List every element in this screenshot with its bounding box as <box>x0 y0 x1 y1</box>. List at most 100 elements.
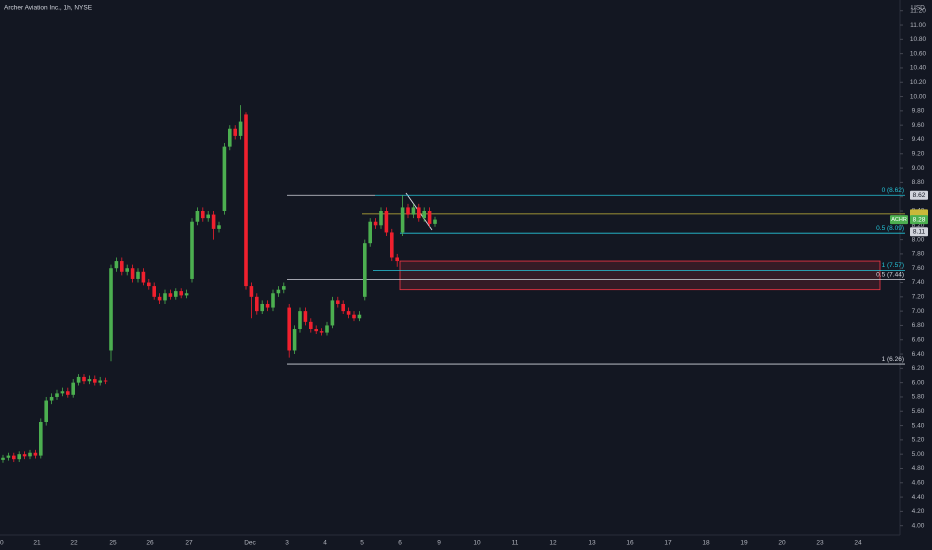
x-tick-label: 18 <box>702 540 710 547</box>
fib-label: 0.5 (8.09) <box>876 225 904 232</box>
candle-body <box>1 457 5 460</box>
candle-body <box>22 454 27 457</box>
price-label: 8.62 <box>913 192 926 199</box>
candle-body <box>44 400 48 422</box>
y-tick-label: 5.60 <box>912 408 925 415</box>
candle-body <box>28 452 32 457</box>
candle-body <box>357 314 362 319</box>
y-tick-label: 7.00 <box>912 308 925 315</box>
y-tick-label: 5.00 <box>912 451 925 458</box>
candle-body <box>217 225 221 229</box>
candle-body <box>395 257 399 262</box>
candle-body <box>384 210 389 233</box>
candle-body <box>249 286 254 297</box>
candle-body <box>49 396 54 401</box>
y-tick-label: 6.20 <box>912 365 925 372</box>
x-tick-label: 19 <box>740 540 748 547</box>
candle-body <box>341 303 345 312</box>
candle-body <box>276 289 281 294</box>
x-tick-label: 20 <box>778 540 786 547</box>
last-price: 8.28 <box>913 216 926 223</box>
x-tick-label: 9 <box>437 540 441 547</box>
x-tick-label: 6 <box>398 540 402 547</box>
x-tick-label: 3 <box>285 540 289 547</box>
x-tick-label: 4 <box>323 540 327 547</box>
candle-body <box>379 210 383 226</box>
candle-body <box>309 321 313 330</box>
candle-body <box>368 221 372 244</box>
y-tick-label: 9.80 <box>912 108 925 115</box>
candle-body <box>427 210 432 224</box>
candle-body <box>157 296 162 301</box>
candle-body <box>206 214 210 219</box>
y-tick-label: 7.40 <box>912 279 925 286</box>
candle-body <box>346 311 351 315</box>
y-tick-label: 6.40 <box>912 351 925 358</box>
candle-body <box>12 455 16 460</box>
zone <box>399 260 881 291</box>
x-tick-label: 10 <box>473 540 481 547</box>
symbol-label: ACHR <box>891 217 907 223</box>
y-tick-label: 6.60 <box>912 336 925 343</box>
candle-body <box>60 391 65 394</box>
y-tick-label: 6.80 <box>912 322 925 329</box>
y-tick-label: 6.00 <box>912 379 925 386</box>
candle-body <box>373 221 378 226</box>
x-tick-label: 21 <box>33 540 41 547</box>
fib-label: 1 (6.26) <box>882 356 904 363</box>
candle-body <box>184 293 189 296</box>
y-tick-label: 7.60 <box>912 265 925 272</box>
x-tick-label: 24 <box>854 540 862 547</box>
currency: USD <box>911 5 925 12</box>
candle-body <box>292 329 297 351</box>
y-tick-label: 4.60 <box>912 480 925 487</box>
price-label-box <box>910 190 928 200</box>
candle-body <box>17 454 21 460</box>
candle-body <box>330 300 335 326</box>
x-tick-label: 22 <box>70 540 78 547</box>
candle-body <box>233 128 237 136</box>
candle-body <box>125 268 129 272</box>
candle-body <box>120 261 124 272</box>
candle-body <box>152 286 156 297</box>
candle-body <box>103 380 108 382</box>
candle-body <box>6 455 11 458</box>
y-tick-label: 8.20 <box>912 222 925 229</box>
y-tick-label: 4.80 <box>912 465 925 472</box>
candle-body <box>314 329 318 332</box>
symbol-box <box>890 215 908 225</box>
candle-body <box>195 210 200 222</box>
y-tick-label: 10.80 <box>910 36 927 43</box>
x-tick-label: 20 <box>0 540 4 547</box>
y-tick-label: 9.60 <box>912 122 925 129</box>
candle-body <box>109 268 113 351</box>
y-tick-label: 10.60 <box>910 50 927 57</box>
candle-body <box>265 303 270 308</box>
candle-body <box>287 307 291 351</box>
fib-label: 1 (7.57) <box>882 262 904 269</box>
candle-body <box>211 214 216 229</box>
candle-body <box>114 261 119 269</box>
candle-body <box>417 207 421 219</box>
candle-body <box>98 380 102 383</box>
y-tick-label: 5.80 <box>912 394 925 401</box>
candle-body <box>406 207 410 215</box>
candle-body <box>238 121 243 136</box>
candle-body <box>282 286 286 290</box>
x-tick-label: 17 <box>664 540 672 547</box>
y-tick-label: 4.20 <box>912 508 925 515</box>
candle-body <box>422 210 426 219</box>
y-tick-label: 9.00 <box>912 165 925 172</box>
candle-body <box>260 303 264 312</box>
candle-body <box>174 291 178 297</box>
x-tick-label: 26 <box>146 540 154 547</box>
y-tick-label: 10.40 <box>910 65 927 72</box>
x-tick-label: 23 <box>816 540 824 547</box>
candle-body <box>411 207 416 215</box>
candle-body <box>190 221 194 279</box>
y-tick-label: 4.40 <box>912 494 925 501</box>
x-tick-label: 16 <box>626 540 634 547</box>
candle-body <box>433 219 437 224</box>
candle-body <box>352 314 356 319</box>
